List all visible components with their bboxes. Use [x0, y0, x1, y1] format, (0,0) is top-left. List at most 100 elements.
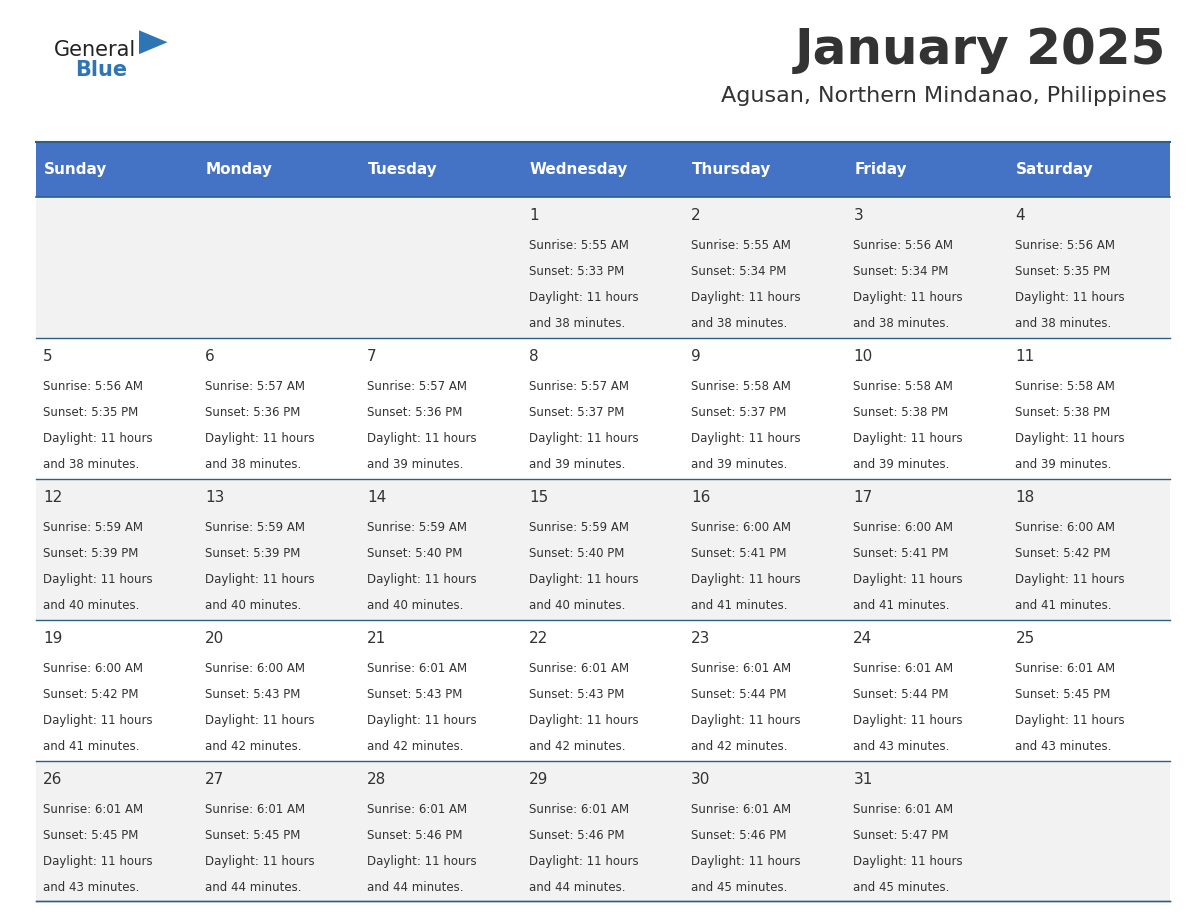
Text: and 43 minutes.: and 43 minutes.: [43, 881, 139, 894]
Text: Sunrise: 5:59 AM: Sunrise: 5:59 AM: [367, 521, 467, 534]
Text: Sunrise: 6:01 AM: Sunrise: 6:01 AM: [43, 803, 143, 816]
Text: and 39 minutes.: and 39 minutes.: [367, 458, 463, 471]
Text: Agusan, Northern Mindanao, Philippines: Agusan, Northern Mindanao, Philippines: [721, 86, 1167, 106]
Text: Sunrise: 6:00 AM: Sunrise: 6:00 AM: [43, 662, 143, 675]
Text: and 40 minutes.: and 40 minutes.: [206, 599, 302, 612]
Text: 16: 16: [691, 490, 710, 505]
Text: 30: 30: [691, 772, 710, 787]
Text: Sunrise: 5:56 AM: Sunrise: 5:56 AM: [1016, 240, 1116, 252]
Text: Sunrise: 5:57 AM: Sunrise: 5:57 AM: [367, 380, 467, 393]
Text: and 44 minutes.: and 44 minutes.: [206, 881, 302, 894]
Text: Sunrise: 5:56 AM: Sunrise: 5:56 AM: [853, 240, 953, 252]
Text: Sunrise: 6:00 AM: Sunrise: 6:00 AM: [206, 662, 305, 675]
Text: Daylight: 11 hours: Daylight: 11 hours: [691, 291, 801, 305]
Text: Thursday: Thursday: [693, 162, 771, 177]
Text: 10: 10: [853, 349, 872, 364]
Text: Sunset: 5:35 PM: Sunset: 5:35 PM: [1016, 265, 1111, 278]
Text: and 45 minutes.: and 45 minutes.: [853, 881, 949, 894]
Text: Daylight: 11 hours: Daylight: 11 hours: [206, 573, 315, 587]
Text: Sunset: 5:46 PM: Sunset: 5:46 PM: [691, 829, 786, 842]
Text: Daylight: 11 hours: Daylight: 11 hours: [367, 573, 476, 587]
Text: 25: 25: [1016, 631, 1035, 646]
Text: Sunrise: 5:59 AM: Sunrise: 5:59 AM: [529, 521, 630, 534]
Text: Sunset: 5:44 PM: Sunset: 5:44 PM: [691, 688, 786, 701]
Text: Sunset: 5:35 PM: Sunset: 5:35 PM: [43, 406, 138, 420]
Text: Sunrise: 6:01 AM: Sunrise: 6:01 AM: [367, 662, 467, 675]
Text: Sunrise: 6:01 AM: Sunrise: 6:01 AM: [529, 662, 630, 675]
Text: and 38 minutes.: and 38 minutes.: [1016, 318, 1112, 330]
Text: 26: 26: [43, 772, 62, 787]
Text: Daylight: 11 hours: Daylight: 11 hours: [43, 573, 152, 587]
Text: and 43 minutes.: and 43 minutes.: [853, 740, 949, 753]
Text: 8: 8: [529, 349, 539, 364]
Text: Sunrise: 5:56 AM: Sunrise: 5:56 AM: [43, 380, 143, 393]
Text: Sunset: 5:45 PM: Sunset: 5:45 PM: [1016, 688, 1111, 701]
Text: and 38 minutes.: and 38 minutes.: [529, 318, 625, 330]
Text: and 39 minutes.: and 39 minutes.: [853, 458, 949, 471]
Polygon shape: [139, 30, 168, 54]
Text: Sunset: 5:41 PM: Sunset: 5:41 PM: [853, 547, 949, 560]
Text: and 41 minutes.: and 41 minutes.: [691, 599, 788, 612]
Text: Daylight: 11 hours: Daylight: 11 hours: [367, 432, 476, 445]
Text: and 40 minutes.: and 40 minutes.: [529, 599, 626, 612]
Text: and 44 minutes.: and 44 minutes.: [367, 881, 463, 894]
Text: Sunrise: 6:00 AM: Sunrise: 6:00 AM: [1016, 521, 1116, 534]
Text: Daylight: 11 hours: Daylight: 11 hours: [691, 855, 801, 868]
Text: Sunrise: 5:55 AM: Sunrise: 5:55 AM: [529, 240, 628, 252]
Text: Blue: Blue: [75, 60, 127, 80]
Text: Daylight: 11 hours: Daylight: 11 hours: [367, 714, 476, 727]
Text: General: General: [53, 39, 135, 60]
Text: and 40 minutes.: and 40 minutes.: [43, 599, 139, 612]
Text: Sunrise: 5:59 AM: Sunrise: 5:59 AM: [206, 521, 305, 534]
Text: 7: 7: [367, 349, 377, 364]
Text: and 38 minutes.: and 38 minutes.: [206, 458, 302, 471]
FancyBboxPatch shape: [36, 197, 1170, 338]
Text: 2: 2: [691, 208, 701, 223]
Text: and 44 minutes.: and 44 minutes.: [529, 881, 626, 894]
Text: 20: 20: [206, 631, 225, 646]
Text: and 40 minutes.: and 40 minutes.: [367, 599, 463, 612]
FancyBboxPatch shape: [36, 761, 1170, 901]
Text: 22: 22: [529, 631, 549, 646]
Text: January 2025: January 2025: [795, 27, 1167, 74]
Text: Daylight: 11 hours: Daylight: 11 hours: [853, 855, 963, 868]
Text: 11: 11: [1016, 349, 1035, 364]
Text: Sunday: Sunday: [44, 162, 107, 177]
Text: Sunset: 5:43 PM: Sunset: 5:43 PM: [367, 688, 462, 701]
Text: Tuesday: Tuesday: [368, 162, 437, 177]
Text: 9: 9: [691, 349, 701, 364]
Text: 28: 28: [367, 772, 386, 787]
Text: and 42 minutes.: and 42 minutes.: [206, 740, 302, 753]
Text: 27: 27: [206, 772, 225, 787]
Text: Sunrise: 6:00 AM: Sunrise: 6:00 AM: [691, 521, 791, 534]
Text: and 38 minutes.: and 38 minutes.: [691, 318, 788, 330]
Text: Sunset: 5:44 PM: Sunset: 5:44 PM: [853, 688, 949, 701]
Text: Daylight: 11 hours: Daylight: 11 hours: [529, 432, 639, 445]
Text: Daylight: 11 hours: Daylight: 11 hours: [1016, 432, 1125, 445]
Text: Sunset: 5:37 PM: Sunset: 5:37 PM: [691, 406, 786, 420]
Text: Sunset: 5:39 PM: Sunset: 5:39 PM: [43, 547, 138, 560]
Text: Sunset: 5:38 PM: Sunset: 5:38 PM: [1016, 406, 1111, 420]
Text: Daylight: 11 hours: Daylight: 11 hours: [206, 432, 315, 445]
Text: 5: 5: [43, 349, 52, 364]
Text: and 38 minutes.: and 38 minutes.: [853, 318, 949, 330]
Text: and 41 minutes.: and 41 minutes.: [43, 740, 139, 753]
Text: Sunset: 5:38 PM: Sunset: 5:38 PM: [853, 406, 948, 420]
Text: Daylight: 11 hours: Daylight: 11 hours: [529, 573, 639, 587]
Text: Sunrise: 6:01 AM: Sunrise: 6:01 AM: [206, 803, 305, 816]
Text: Sunset: 5:40 PM: Sunset: 5:40 PM: [529, 547, 625, 560]
Text: Sunset: 5:45 PM: Sunset: 5:45 PM: [43, 829, 138, 842]
Text: and 42 minutes.: and 42 minutes.: [691, 740, 788, 753]
Text: Sunrise: 5:55 AM: Sunrise: 5:55 AM: [691, 240, 791, 252]
Text: Sunset: 5:42 PM: Sunset: 5:42 PM: [43, 688, 139, 701]
Text: Sunrise: 6:01 AM: Sunrise: 6:01 AM: [853, 803, 954, 816]
Text: and 42 minutes.: and 42 minutes.: [529, 740, 626, 753]
Text: 6: 6: [206, 349, 215, 364]
Text: and 39 minutes.: and 39 minutes.: [529, 458, 626, 471]
Text: Sunset: 5:37 PM: Sunset: 5:37 PM: [529, 406, 625, 420]
Text: Daylight: 11 hours: Daylight: 11 hours: [691, 573, 801, 587]
Text: Sunset: 5:43 PM: Sunset: 5:43 PM: [529, 688, 625, 701]
Text: Sunrise: 6:00 AM: Sunrise: 6:00 AM: [853, 521, 953, 534]
Text: 31: 31: [853, 772, 873, 787]
Text: Sunrise: 6:01 AM: Sunrise: 6:01 AM: [529, 803, 630, 816]
